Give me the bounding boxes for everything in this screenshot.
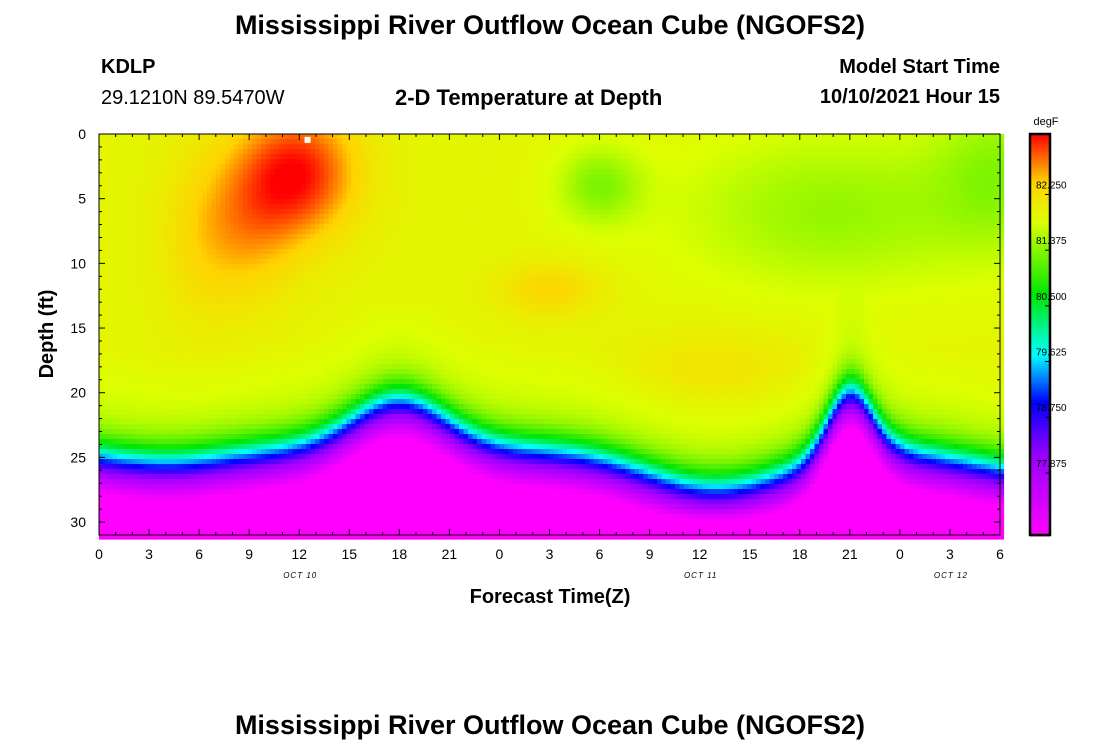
date-label: OCT 12 — [934, 571, 968, 580]
colorbar-tick-label: 77.875 — [1036, 459, 1067, 470]
x-tick-label: 18 — [392, 546, 408, 562]
colorbar-tick-label: 80.500 — [1036, 292, 1067, 303]
y-tick-label: 10 — [70, 255, 86, 271]
x-tick-label: 3 — [145, 546, 153, 562]
model-start-label: Model Start Time — [839, 56, 1000, 78]
colorbar-tick-label: 82.250 — [1036, 180, 1067, 191]
x-tick-label: 9 — [245, 546, 253, 562]
y-tick-label: 25 — [70, 449, 86, 465]
surface-marker — [304, 136, 311, 143]
y-tick-label: 20 — [70, 385, 86, 401]
colorbar-tick-label: 79.625 — [1036, 348, 1067, 359]
y-tick-label: 5 — [78, 191, 86, 207]
station-coords: 29.1210N 89.5470W — [101, 87, 285, 109]
x-tick-label: 0 — [95, 546, 103, 562]
x-tick-label: 21 — [842, 546, 858, 562]
x-tick-label: 18 — [792, 546, 808, 562]
colorbar-tick-label: 81.375 — [1036, 236, 1067, 247]
station-id: KDLP — [101, 56, 156, 78]
y-tick-label: 0 — [78, 126, 86, 142]
x-tick-label: 0 — [896, 546, 904, 562]
x-tick-label: 15 — [742, 546, 758, 562]
page-title: Mississippi River Outflow Ocean Cube (NG… — [234, 10, 866, 40]
y-tick-label: 15 — [70, 320, 86, 336]
x-tick-label: 15 — [341, 546, 357, 562]
x-tick-label: 3 — [946, 546, 954, 562]
colorbar-tick-label: 78.750 — [1036, 403, 1067, 414]
x-tick-label: 6 — [195, 546, 203, 562]
colorbar-frame — [1028, 132, 1052, 537]
heatmap-cells — [99, 134, 1005, 540]
date-label: OCT 10 — [283, 571, 317, 580]
x-axis: 0 3 6 9 12 15 18 21 0 3 6 9 12 15 18 21 0 3 6 OCT 10 OCT 11 O… — [95, 134, 1004, 580]
x-axis-label: Forecast Time(Z) — [470, 586, 631, 608]
colorbar-unit: degF — [1033, 116, 1058, 128]
date-label: OCT 11 — [684, 571, 717, 580]
y-axis-label: Depth (ft) — [36, 290, 58, 379]
x-tick-label: 9 — [646, 546, 654, 562]
footer-title: Mississippi River Outflow Ocean Cube (NG… — [234, 710, 866, 740]
x-tick-label: 6 — [596, 546, 604, 562]
x-tick-label: 21 — [442, 546, 458, 562]
x-tick-label: 12 — [692, 546, 708, 562]
x-tick-label: 0 — [496, 546, 504, 562]
x-tick-label: 12 — [291, 546, 307, 562]
model-start-value: 10/10/2021 Hour 15 — [819, 86, 1000, 108]
x-tick-label: 3 — [546, 546, 554, 562]
colorbar: 82.250 81.375 80.500 79.625 78.750 77.875 — [1028, 132, 1067, 537]
y-axis: 0 5 10 15 20 25 30 — [70, 126, 1000, 536]
y-tick-label: 30 — [70, 514, 86, 530]
x-tick-label: 6 — [996, 546, 1004, 562]
plot-title: 2-D Temperature at Depth — [395, 85, 663, 110]
